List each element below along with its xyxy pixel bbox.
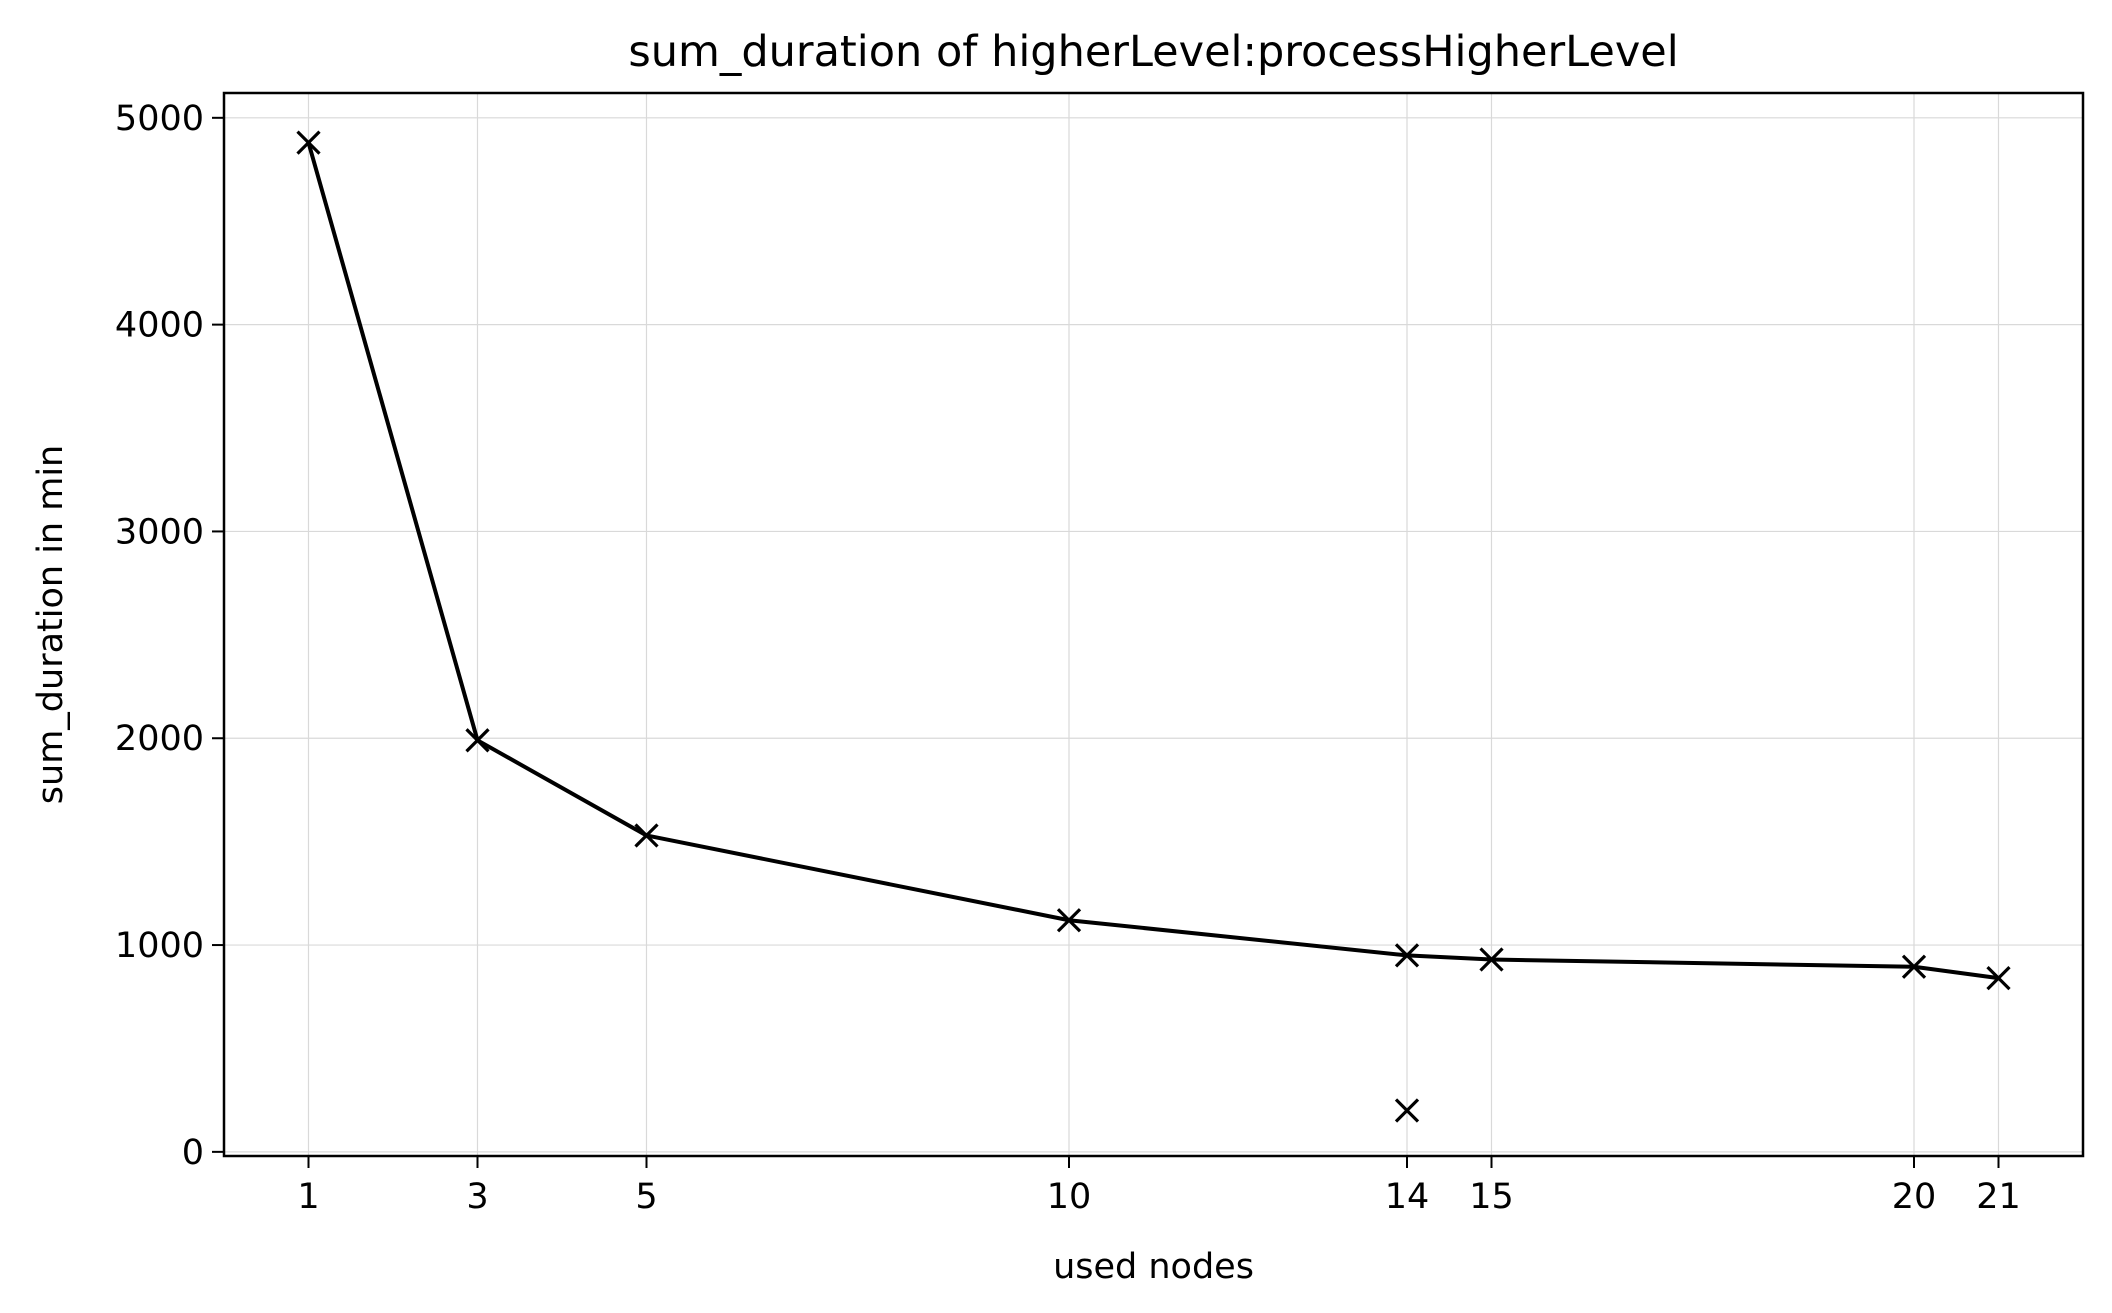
x-axis: 1 3 5 10 14 15 20 21 (297, 1156, 2021, 1217)
y-axis: 0 1000 2000 3000 4000 5000 (115, 99, 224, 1173)
y-tick-label: 3000 (115, 512, 204, 552)
marker-stroke (1986, 966, 2011, 991)
marker-stroke (634, 823, 659, 848)
y-tick-label: 1000 (115, 926, 204, 966)
data-point (1901, 954, 1927, 979)
y-tick-label: 4000 (115, 306, 204, 346)
marker-stroke (296, 130, 321, 155)
chart-title: sum_duration of higherLevel:processHighe… (628, 27, 1678, 77)
marker-stroke (1479, 947, 1504, 972)
data-point (1056, 908, 1082, 933)
y-tick-label: 5000 (115, 99, 204, 139)
x-tick-label: 21 (1976, 1177, 2021, 1217)
series-line (306, 142, 1999, 981)
data-point (1394, 1098, 1420, 1123)
x-tick-label: 10 (1047, 1177, 1092, 1217)
grid (224, 93, 2083, 1156)
data-point (465, 728, 490, 753)
x-tick-label: 15 (1469, 1177, 1514, 1217)
x-tick-label: 1 (297, 1177, 319, 1217)
marker-stroke (1394, 1098, 1420, 1123)
series-layer (296, 130, 2011, 1123)
data-point (634, 823, 659, 848)
x-tick-label: 3 (466, 1177, 488, 1217)
plot-frame (222, 91, 2085, 1158)
data-point (1394, 943, 1420, 968)
x-tick-label: 5 (635, 1177, 657, 1217)
data-point (1479, 947, 1504, 972)
data-point (296, 130, 321, 155)
marker-stroke (1901, 954, 1927, 979)
y-tick-label: 0 (182, 1133, 204, 1173)
data-point (1986, 966, 2011, 991)
marker-stroke (1056, 908, 1082, 933)
marker-stroke (1394, 943, 1420, 968)
y-tick-label: 2000 (115, 719, 204, 759)
marker-stroke (465, 728, 490, 753)
y-axis-label: sum_duration in min (31, 445, 71, 804)
x-axis-label: used nodes (1053, 1247, 1254, 1287)
x-tick-label: 14 (1385, 1177, 1430, 1217)
x-tick-label: 20 (1892, 1177, 1937, 1217)
